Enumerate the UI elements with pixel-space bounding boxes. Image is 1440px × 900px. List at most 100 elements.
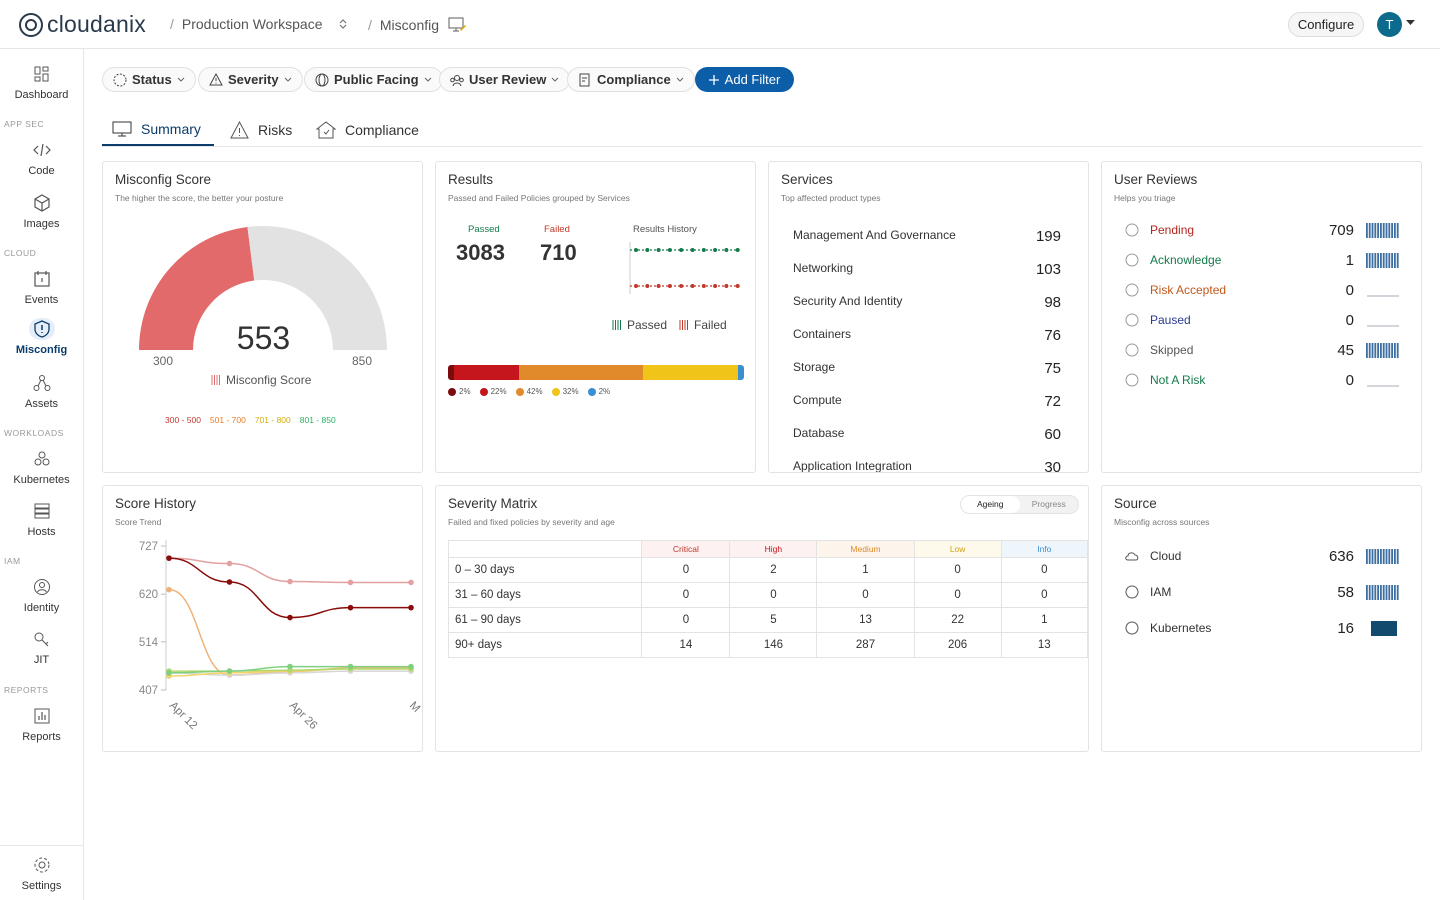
server-icon (29, 500, 55, 522)
mini-bar-icon (1366, 223, 1399, 238)
filter-severity[interactable]: Severity (198, 67, 303, 92)
mini-bar-icon (1366, 253, 1399, 268)
review-row-paused[interactable]: Paused 0 (1124, 310, 1400, 330)
sidebar-divider (0, 845, 83, 846)
legend-label: 22% (490, 387, 507, 396)
tab-risks[interactable]: Risks (230, 114, 292, 146)
section-reports: REPORTS (4, 685, 49, 695)
failed-count: 710 (540, 240, 577, 265)
y-tick-label: 620 (139, 589, 158, 601)
chevron-down-icon (284, 77, 291, 82)
source-label: Cloud (1150, 549, 1182, 563)
filter-user-review[interactable]: User Review (439, 67, 571, 92)
top-bar: cloudanix / Production Workspace / Misco… (0, 0, 1440, 49)
add-filter-button[interactable]: Add Filter (695, 67, 794, 92)
card-subtitle: Top affected product types (781, 193, 881, 203)
table-row: 61 – 90 days 0 5 13 22 1 (447, 607, 1088, 633)
severity-segment-1[interactable] (453, 365, 520, 380)
updown-icon[interactable] (338, 18, 348, 30)
source-row-kubernetes[interactable]: Kubernetes 16 (1124, 618, 1400, 638)
mini-bar (1396, 343, 1399, 358)
mini-bar (1374, 549, 1377, 564)
gauge-max-label: 850 (352, 354, 373, 368)
review-row-acknowledge[interactable]: Acknowledge 1 (1124, 250, 1400, 270)
mini-bar (1377, 585, 1379, 600)
sidebar-item-dashboard[interactable]: Dashboard (0, 63, 83, 101)
legend-swatch-passed (612, 320, 621, 330)
sidebar-item-code[interactable]: Code (0, 139, 83, 177)
sidebar-item-hosts[interactable]: Hosts (0, 500, 83, 538)
review-label: Skipped (1150, 343, 1194, 357)
mini-bar (1388, 253, 1391, 268)
severity-segment-3[interactable] (643, 365, 739, 380)
mini-bar (1394, 343, 1396, 358)
severity-segment-2[interactable] (519, 365, 644, 380)
history-line-failed-point (735, 284, 740, 288)
toggle-progress[interactable]: Progress (1031, 499, 1066, 509)
workspace-selector[interactable]: Production Workspace (181, 16, 323, 32)
tab-compliance[interactable]: Compliance (316, 114, 419, 146)
mini-bar (1388, 223, 1391, 238)
filter-status[interactable]: Status (102, 67, 196, 92)
service-row[interactable]: Management And Governance 199 (793, 228, 1061, 245)
sidebar-item-reports[interactable]: Reports (0, 705, 83, 743)
avatar[interactable]: T (1377, 12, 1402, 37)
sidebar-item-assets[interactable]: Assets (0, 372, 83, 410)
sidebar-item-settings[interactable]: Settings (0, 854, 83, 892)
source-row-iam[interactable]: IAM 58 (1124, 582, 1400, 602)
service-row[interactable]: Containers 76 (793, 327, 1061, 344)
severity-segment-4[interactable] (738, 365, 744, 380)
card-subtitle: The higher the score, the better your po… (115, 193, 284, 203)
mini-bar (1377, 549, 1379, 564)
filter-public-facing[interactable]: Public Facing (304, 67, 443, 92)
service-row[interactable]: Security And Identity 98 (793, 294, 1061, 311)
history-line-passed-point (645, 248, 650, 252)
sidebar-item-kubernetes[interactable]: Kubernetes (0, 448, 83, 486)
history-line-failed-point (701, 284, 706, 288)
review-row-risk-accepted[interactable]: Risk Accepted 0 (1124, 280, 1400, 300)
col-low: Low (913, 540, 1002, 558)
toggle-ageing[interactable]: Ageing (961, 496, 1020, 513)
shield-icon (28, 318, 55, 340)
calendar-icon (29, 268, 55, 290)
filter-compliance[interactable]: Compliance (567, 67, 695, 92)
service-row[interactable]: Compute 72 (793, 393, 1061, 410)
gauge-min-label: 300 (153, 354, 174, 368)
service-row[interactable]: Application Integration 30 (793, 459, 1061, 473)
sidebar-item-events[interactable]: Events (0, 268, 83, 306)
service-row[interactable]: Database 60 (793, 426, 1061, 443)
chevron-down-icon[interactable] (1406, 20, 1415, 26)
data-point (408, 663, 414, 670)
mini-bar (1391, 549, 1393, 564)
history-line-failed-point (667, 284, 672, 288)
legend-swatch (211, 375, 220, 385)
tab-summary[interactable]: Summary (102, 114, 214, 146)
app-logo[interactable]: cloudanix (18, 11, 146, 38)
review-count: 0 (1345, 281, 1354, 299)
sidebar-item-identity[interactable]: Identity (0, 576, 83, 614)
mini-bar (1366, 253, 1368, 268)
severity-distribution-legend: 2% 22% 42% 32% 2% (448, 387, 610, 396)
not-equal-icon (1125, 373, 1139, 387)
configure-button[interactable]: Configure (1288, 12, 1364, 37)
history-line-failed-point (713, 284, 718, 288)
service-row[interactable]: Networking 103 (793, 261, 1061, 278)
source-count: 636 (1328, 547, 1354, 565)
sidebar-item-images[interactable]: Images (0, 192, 83, 230)
card-title: Services (781, 172, 833, 187)
sidebar-item-jit[interactable]: JIT (0, 628, 83, 666)
review-row-skipped[interactable]: Skipped 45 (1124, 340, 1400, 360)
breadcrumb-current[interactable]: Misconfig (379, 17, 440, 33)
severity-segment-0[interactable] (448, 365, 454, 380)
service-row[interactable]: Storage 75 (793, 360, 1061, 377)
source-row-cloud[interactable]: Cloud 636 (1124, 546, 1400, 566)
data-point (166, 670, 172, 676)
data-point (347, 604, 354, 611)
review-row-pending[interactable]: Pending 709 (1124, 220, 1400, 240)
edit-monitor-icon[interactable] (447, 16, 467, 34)
sidebar-item-misconfig[interactable]: Misconfig (0, 318, 83, 356)
review-row-not-a-risk[interactable]: Not A Risk 0 (1124, 370, 1400, 390)
card-subtitle: Failed and fixed policies by severity an… (448, 517, 615, 527)
mini-bar (1368, 549, 1371, 564)
mini-bar-icon (1366, 343, 1399, 358)
